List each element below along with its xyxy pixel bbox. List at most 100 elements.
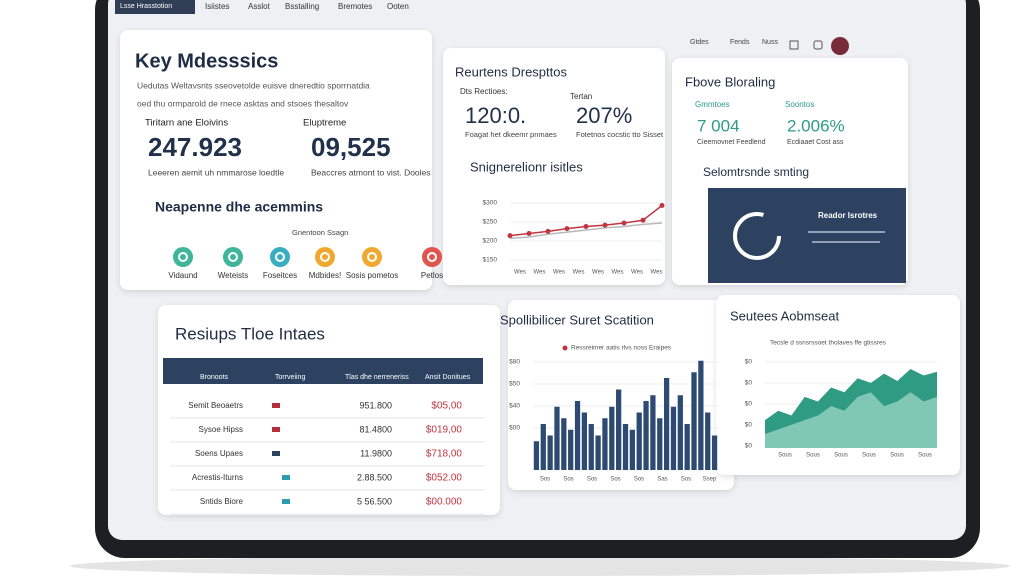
table-header: Tlas dhe nerreneriss (345, 374, 409, 381)
line-point (640, 217, 646, 223)
row-name: Acrestis-Iturns (192, 473, 243, 482)
x-label: Sas (657, 477, 667, 483)
y-label: $0 (745, 359, 753, 366)
metric-value: 2.006% (787, 116, 845, 135)
icon-label: Vidaund (168, 271, 197, 280)
x-label: Wes (631, 270, 643, 276)
row-swatch (272, 451, 280, 456)
nav-tab[interactable]: Ooten (387, 2, 409, 11)
x-label: Wes (514, 270, 526, 276)
chart-title: Snignerelionr isitles (470, 159, 583, 174)
icon-glyph (178, 252, 188, 262)
nav-tab[interactable]: Asslot (248, 2, 271, 11)
bar (581, 412, 588, 470)
metric-note: Ecdiaaet Cost ass (787, 139, 844, 146)
bar (705, 412, 711, 470)
nav-link[interactable]: Fends (730, 39, 750, 46)
legend-dot (562, 345, 568, 351)
legend: Ressreimer aatis rlvs noss Eraipes (571, 345, 672, 352)
icon[interactable] (173, 247, 193, 267)
icon[interactable] (813, 40, 823, 50)
nav-tab[interactable]: Bremotes (338, 2, 372, 11)
bar (698, 360, 704, 470)
bar (554, 406, 560, 470)
line-point (526, 231, 532, 236)
icon-label: Mdbides! (309, 271, 341, 280)
metric-value: 7 004 (697, 116, 740, 135)
nav-link[interactable]: Gtdes (690, 39, 709, 46)
row-swatch (272, 427, 280, 432)
bar (561, 418, 567, 470)
y-label: $200 (483, 238, 498, 245)
row-swatch (282, 499, 290, 504)
icon-glyph (320, 252, 330, 262)
bar (602, 418, 608, 470)
brand-tab[interactable] (115, 0, 195, 14)
area-series (765, 392, 937, 448)
metric-note: Fotetnos cocstic tto Sisset (576, 130, 664, 139)
table-header: Ansit Donitues (425, 374, 471, 381)
y-label: $250 (483, 219, 498, 226)
bar (650, 395, 656, 470)
bar (533, 441, 540, 470)
icon[interactable] (223, 247, 243, 267)
bar (588, 424, 594, 470)
x-label: Wes (612, 270, 624, 276)
panel-title: Key Mdesssics (135, 50, 278, 72)
icon-glyph (275, 252, 285, 262)
row-price: $00.000 (426, 497, 463, 508)
x-label: Ssep (703, 477, 717, 483)
icon[interactable] (362, 247, 382, 267)
x-label: Sous (918, 453, 932, 459)
panel-title: Resiups Tloe Intaes (175, 324, 325, 343)
row-swatch (282, 475, 290, 480)
row-price: $718,00 (426, 449, 463, 460)
row-price: $052.00 (426, 473, 463, 484)
icon[interactable] (422, 247, 442, 267)
nav-tab[interactable]: Bsstalling (285, 2, 319, 11)
icon[interactable] (270, 247, 290, 267)
panel-title: Reurtens Drespttos (455, 64, 567, 79)
row-number: 11.9800 (360, 448, 392, 458)
line-point (621, 220, 627, 226)
line-point (545, 228, 551, 234)
y-label: $40 (509, 403, 520, 410)
bar (616, 389, 622, 470)
bar (595, 435, 601, 470)
bar (643, 401, 649, 470)
nav-tab[interactable]: Isiistes (205, 2, 229, 11)
y-label: $80 (509, 359, 520, 366)
metric-label: Eluptreme (303, 118, 346, 129)
panel (443, 48, 665, 285)
row-price: $05,00 (431, 401, 462, 412)
brand: Lsse Hrasstotion (120, 3, 172, 10)
metric-value: 207% (576, 103, 632, 128)
metric-label: Dts Rectioes: (460, 87, 508, 96)
icon-label: Foseitces (263, 271, 297, 280)
row-number: 81.4800 (359, 424, 392, 434)
sentiment-box (708, 188, 906, 283)
legend: Gnentoon Ssagn (292, 228, 348, 237)
line-point (583, 224, 589, 229)
section-title: Neapenne dhe acemmins (155, 199, 323, 215)
bar (663, 378, 670, 470)
metric-value: 120:0. (465, 103, 526, 128)
metric-label: Tiritarn ane Eloivins (145, 118, 228, 129)
icon[interactable] (789, 40, 799, 50)
subtitle: Tecsle d ssnsrssoet tholaves ffe gtissre… (770, 340, 887, 347)
row-name: Sysoe Hipss (199, 425, 243, 434)
x-label: Sous (778, 453, 792, 459)
icon-label: Weteists (218, 271, 249, 280)
bar (547, 435, 553, 470)
metric-value: 247.923 (148, 132, 242, 162)
y-label: $0 (745, 401, 753, 408)
x-label: Wes (592, 270, 604, 276)
nav-link[interactable]: Nuss (762, 39, 778, 46)
x-label: Sos (610, 477, 620, 483)
icon-glyph (367, 252, 377, 262)
y-label: $00 (509, 425, 520, 432)
icon[interactable] (315, 247, 335, 267)
avatar[interactable] (831, 37, 849, 55)
x-label: Sos (563, 477, 573, 483)
